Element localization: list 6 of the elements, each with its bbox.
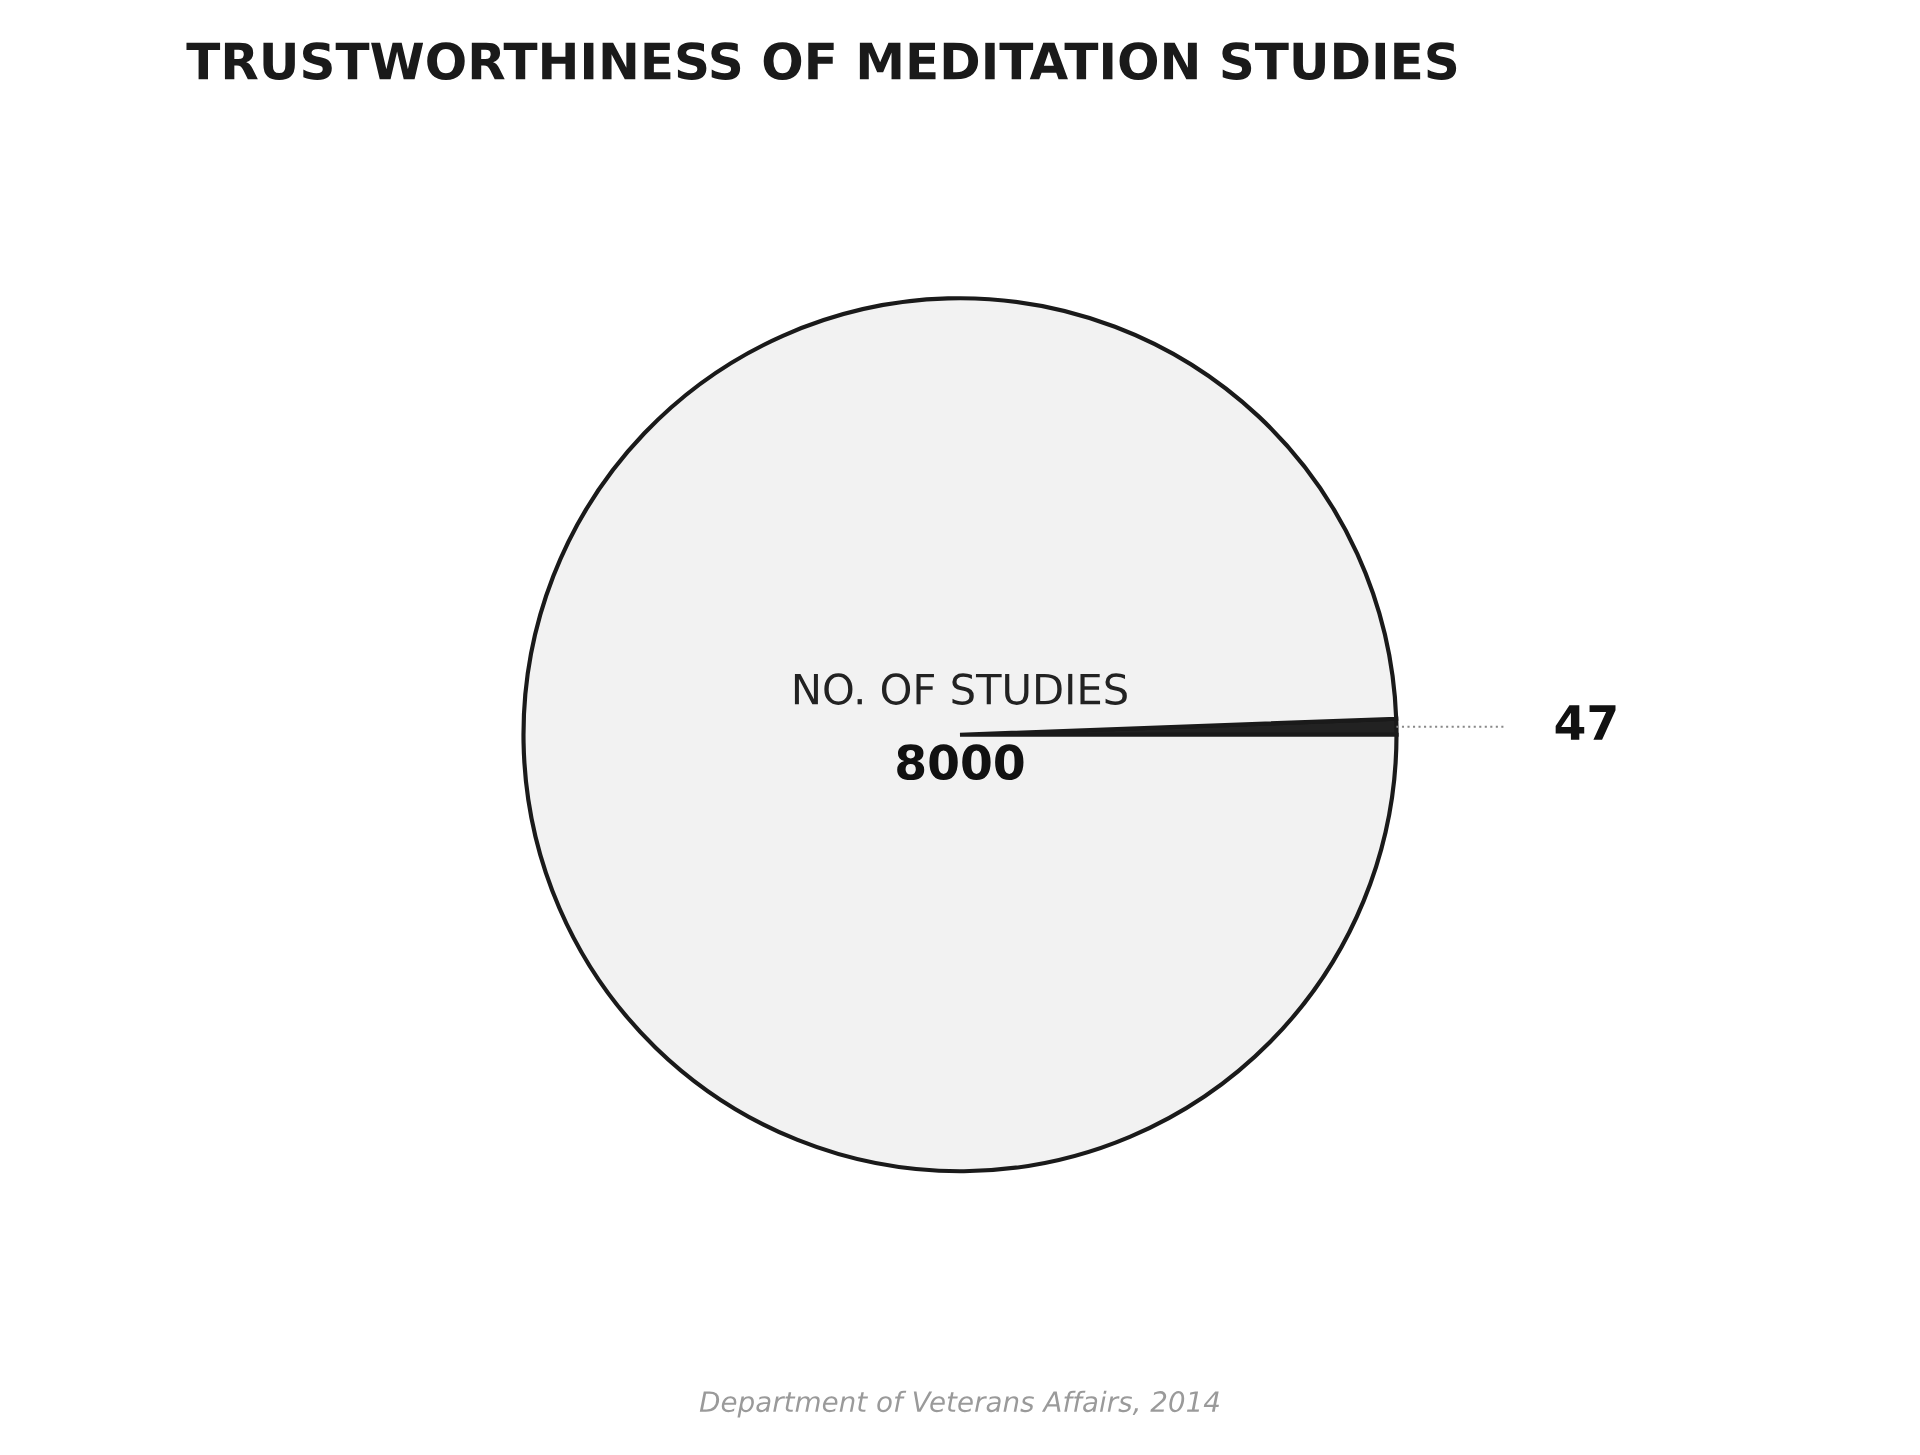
- slice-label: NO. OF STUDIES: [794, 673, 1127, 705]
- text: Department of Veterans Affairs, 2014: [699, 1390, 1219, 1418]
- chart-title: TRUSTWORTHINESS OF MEDITATION STUDIES: [186, 42, 1457, 80]
- data-label: 47: [1555, 705, 1616, 740]
- pie-slice: [521, 296, 1399, 1174]
- data-label: 8000: [897, 744, 1024, 781]
